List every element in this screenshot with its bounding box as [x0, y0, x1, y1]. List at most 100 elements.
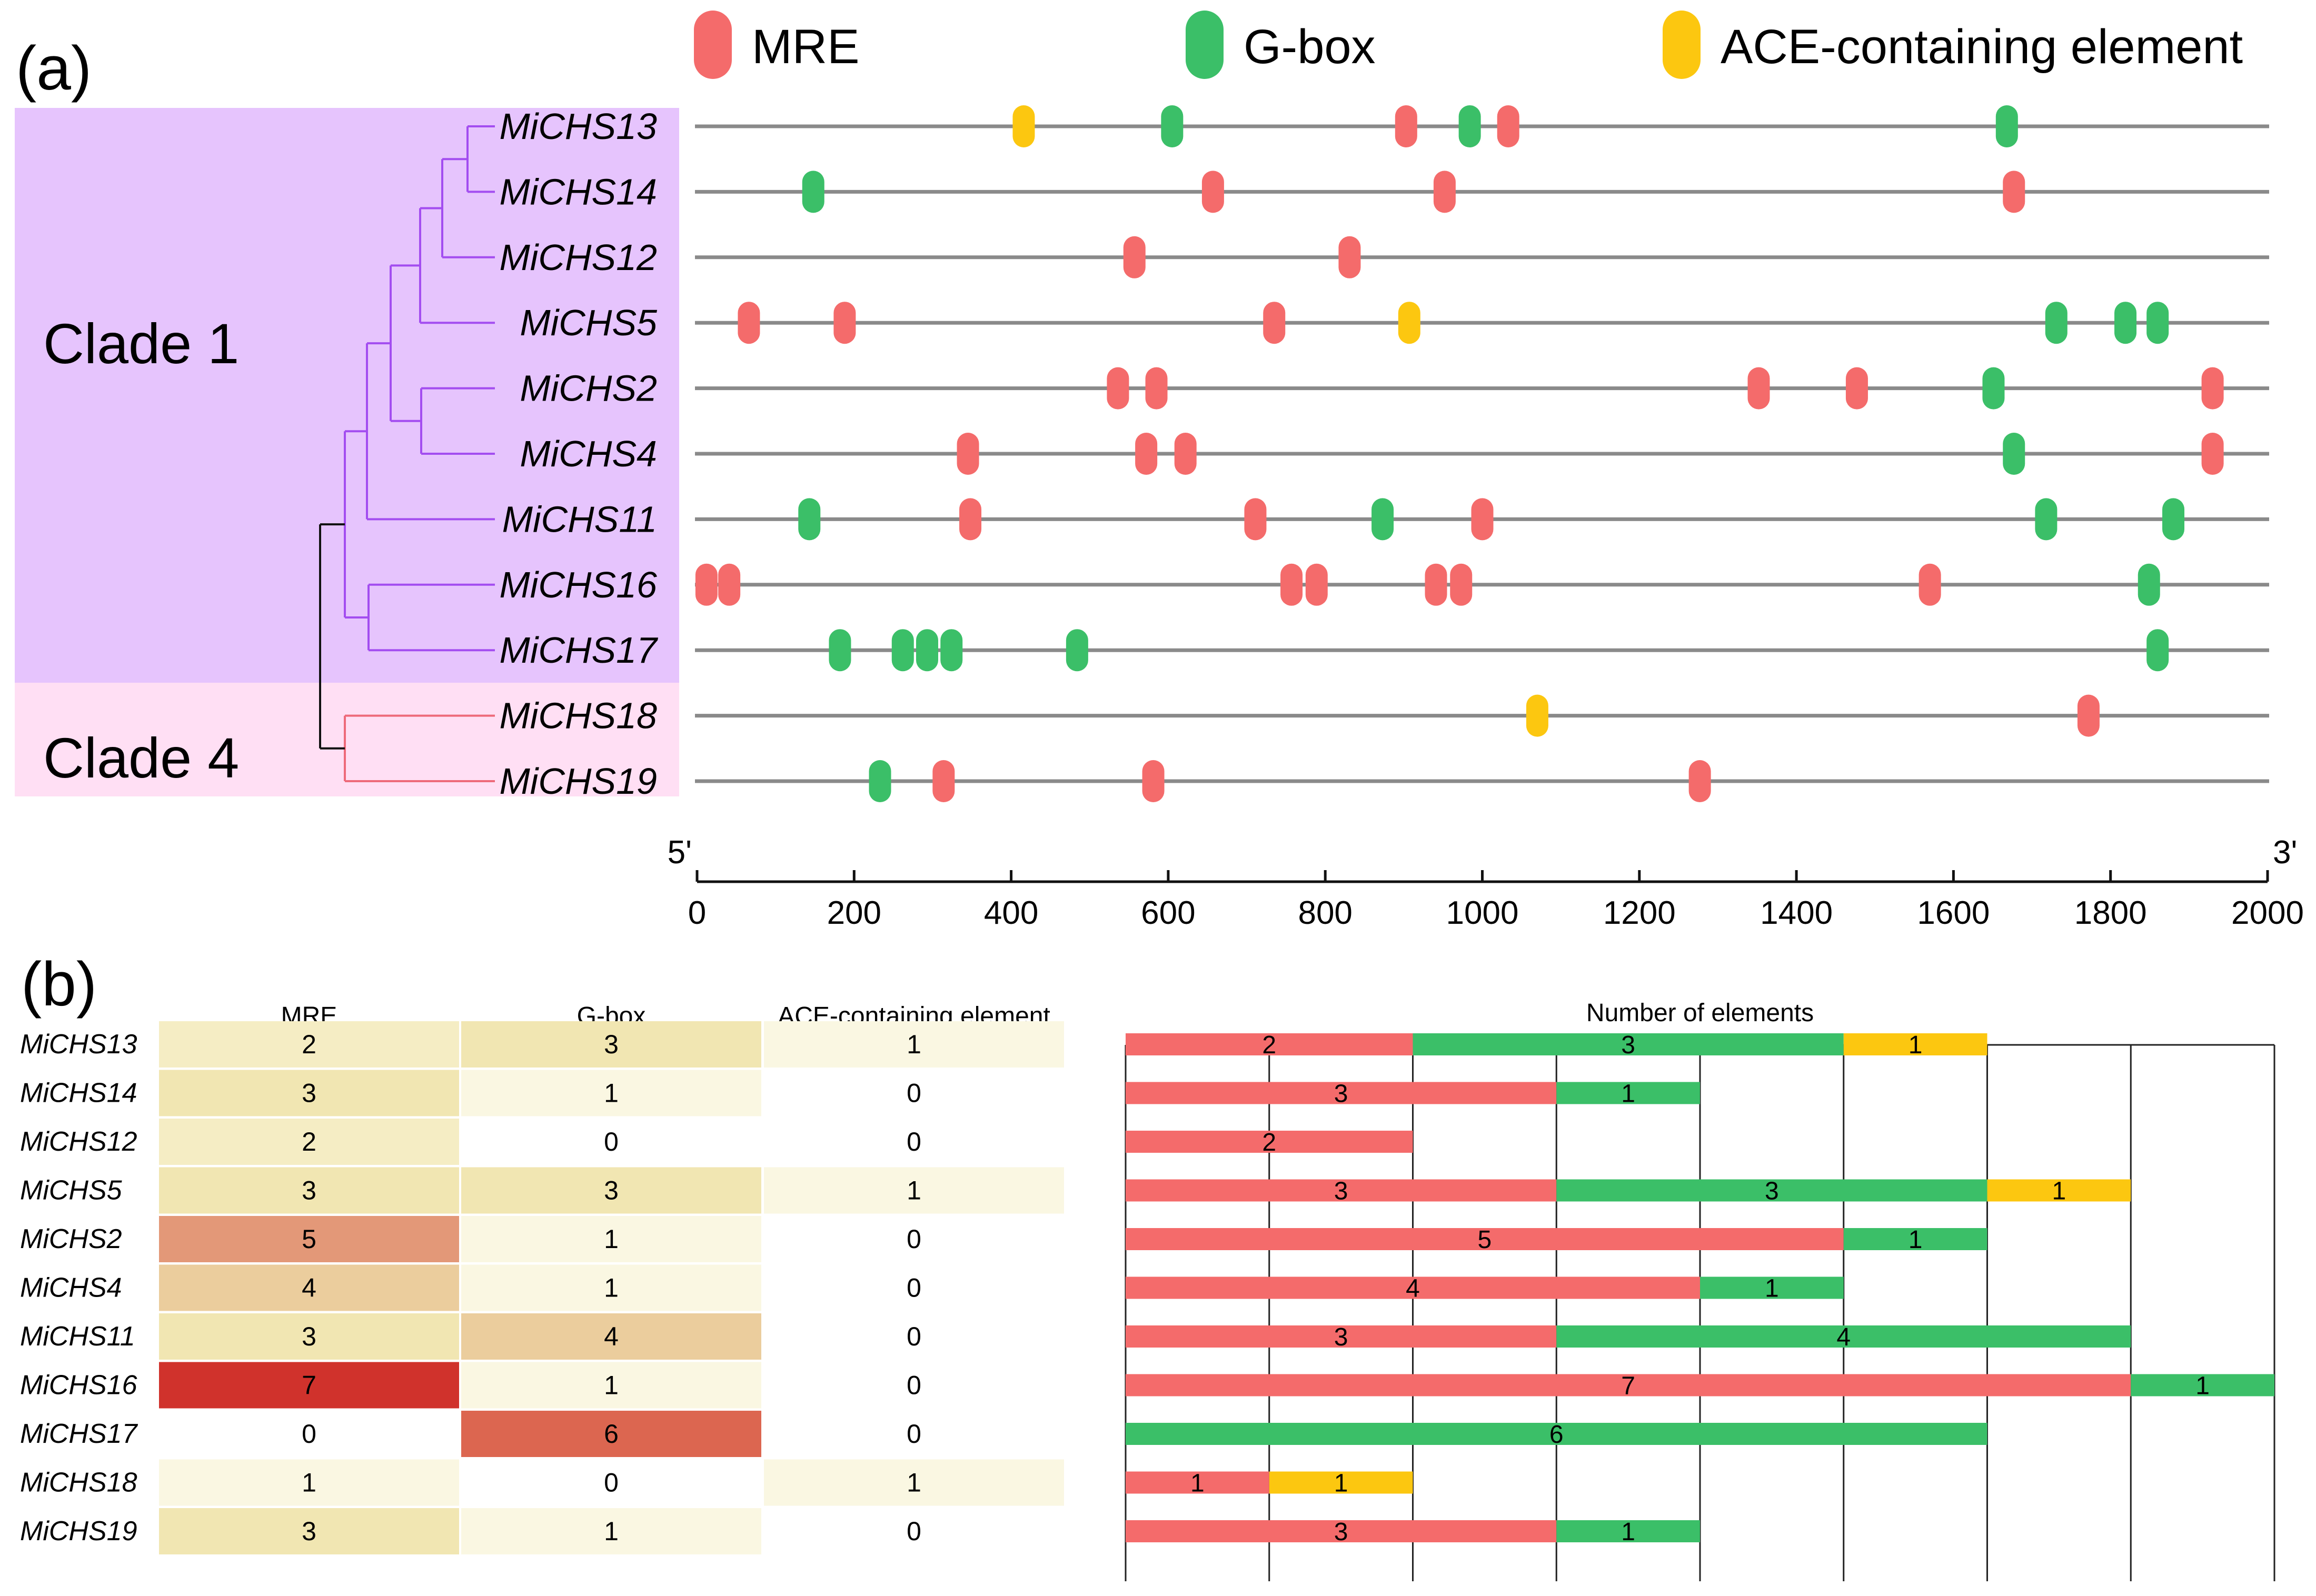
element-mre-michs14-3	[2003, 171, 2025, 213]
element-g-box-michs14-0	[802, 171, 824, 213]
bar-michs13-mre	[1126, 1033, 1413, 1055]
element-g-box-michs17-4	[1066, 629, 1088, 672]
bar-label-michs17-g-box: 6	[1549, 1421, 1564, 1449]
heatmap-row-label-michs2: MiCHS2	[20, 1224, 122, 1254]
bar-michs17-g-box	[1126, 1423, 1987, 1445]
heatmap-cell-michs18-ace-containing-element	[764, 1459, 1064, 1506]
promoter-tracks	[695, 105, 2269, 802]
heatmap-value-michs5-ace-containing-element: 1	[907, 1176, 921, 1205]
element-mre-michs12-0	[1123, 236, 1146, 278]
bar-label-michs13-ace-containing-element: 1	[1909, 1031, 1923, 1059]
element-mre-michs16-1	[718, 563, 741, 606]
gene-label-michs13: MiCHS13	[499, 106, 657, 147]
heatmap-value-michs2-ace-containing-element: 0	[907, 1224, 921, 1254]
legend-label-ace-containing-element: ACE-containing element	[1721, 20, 2243, 74]
heatmap-cell-michs16-mre	[159, 1362, 459, 1409]
element-g-box-michs17-1	[891, 629, 914, 672]
gene-label-michs5: MiCHS5	[520, 302, 658, 343]
axis-start-label: 5'	[668, 834, 692, 871]
heatmap-row-label-michs11: MiCHS11	[20, 1321, 135, 1352]
axis-tick-label-2000: 2000	[2231, 895, 2304, 931]
panel-b-label: (b)	[21, 950, 97, 1019]
element-g-box-michs17-0	[829, 629, 851, 672]
element-mre-michs19-1	[932, 760, 955, 802]
heatmap-value-michs4-mre: 4	[302, 1273, 316, 1303]
phylogenetic-tree	[319, 125, 495, 782]
heatmap-value-michs18-g-box: 0	[604, 1468, 619, 1498]
element-g-box-michs4-3	[2003, 433, 2025, 475]
heatmap-value-michs19-mre: 3	[302, 1517, 316, 1546]
heatmap-row-label-michs14: MiCHS14	[20, 1078, 137, 1109]
axis-tick-label-200: 200	[827, 895, 881, 931]
heatmap-cell-michs13-ace-containing-element	[764, 1021, 1064, 1068]
element-mre-michs5-2	[1263, 302, 1286, 344]
heatmap-value-michs14-ace-containing-element: 0	[907, 1079, 921, 1108]
element-mre-michs2-2	[1747, 367, 1770, 410]
heatmap-cell-michs16-ace-containing-element	[764, 1362, 1064, 1409]
element-g-box-michs16-7	[2138, 563, 2160, 606]
legend-swatch-g-box	[1186, 11, 1224, 79]
heatmap-value-michs18-mre: 1	[302, 1468, 316, 1498]
bar-michs5-mre	[1126, 1179, 1557, 1202]
legend-swatch-ace-containing-element	[1663, 11, 1701, 79]
axis-tick-label-1600: 1600	[1917, 895, 1990, 931]
bar-label-michs2-g-box: 1	[1909, 1226, 1923, 1254]
gene-label-michs11: MiCHS11	[502, 498, 657, 540]
heatmap-value-michs11-mre: 3	[302, 1322, 316, 1351]
element-mre-michs14-2	[1433, 171, 1456, 213]
element-g-box-michs13-5	[1995, 105, 2018, 147]
gene-label-michs14: MiCHS14	[499, 171, 657, 212]
clade-1-label: Clade 1	[43, 312, 239, 375]
heatmap-cell-michs17-g-box	[461, 1411, 761, 1457]
heatmap-cell-michs2-ace-containing-element	[764, 1216, 1064, 1262]
element-mre-michs11-4	[1471, 498, 1494, 541]
element-g-box-michs5-6	[2146, 302, 2169, 344]
heatmap-value-michs2-g-box: 1	[604, 1224, 619, 1254]
gene-label-michs12: MiCHS12	[499, 237, 657, 278]
heatmap-value-michs16-mre: 7	[302, 1371, 316, 1400]
element-ace-containing-element-michs5-3	[1398, 302, 1420, 344]
bar-michs4-mre	[1126, 1276, 1700, 1299]
element-mre-michs4-2	[1174, 433, 1197, 475]
clade-4-background	[15, 683, 679, 796]
heatmap-value-michs14-g-box: 1	[604, 1079, 619, 1108]
element-g-box-michs17-5	[2146, 629, 2169, 672]
bar-label-michs2-mre: 5	[1478, 1226, 1492, 1254]
heatmap-row-label-michs19: MiCHS19	[20, 1516, 137, 1547]
bar-michs12-mre	[1126, 1131, 1413, 1153]
legend-label-mre: MRE	[752, 20, 859, 74]
clade-backgrounds: Clade 1 Clade 4	[15, 108, 679, 796]
element-g-box-michs11-0	[798, 498, 821, 541]
heatmap-cell-michs11-mre	[159, 1313, 459, 1360]
bar-michs5-ace-containing-element	[1987, 1179, 2131, 1202]
gene-labels: MiCHS13 MiCHS14 MiCHS12 MiCHS5 MiCHS2 MiCHS4 M…	[499, 106, 659, 802]
element-mre-michs16-2	[1280, 563, 1303, 606]
heatmap-cell-michs5-mre	[159, 1167, 459, 1214]
gene-label-michs16: MiCHS16	[499, 564, 657, 605]
element-ace-containing-element-michs18-0	[1526, 694, 1548, 737]
axis-tick-label-400: 400	[984, 895, 1038, 931]
heatmap-value-michs16-g-box: 1	[604, 1371, 619, 1400]
bar-michs18-ace-containing-element	[1269, 1471, 1413, 1494]
heatmap-cell-michs11-g-box	[461, 1313, 761, 1360]
bar-michs2-g-box	[1843, 1228, 1987, 1250]
heatmap-value-michs12-g-box: 0	[604, 1127, 619, 1156]
heatmap-cell-michs4-g-box	[461, 1264, 761, 1311]
heatmap-cell-michs14-mre	[159, 1070, 459, 1116]
heatmap-cell-michs13-g-box	[461, 1021, 761, 1068]
legend-label-g-box: G-box	[1244, 20, 1376, 74]
legend: MRE G-box ACE-containing element	[694, 11, 2243, 79]
position-axis: 0 200 400 600 800 1000 1200 1400 1600 1800 2000 5' 3…	[668, 834, 2304, 931]
element-g-box-michs13-1	[1161, 105, 1184, 147]
bar-michs13-ace-containing-element	[1843, 1033, 1987, 1055]
bar-michs11-g-box	[1556, 1325, 2131, 1348]
heatmap-cell-michs2-mre	[159, 1216, 459, 1262]
heatmap-cell-michs14-g-box	[461, 1070, 761, 1116]
element-mre-michs16-0	[695, 563, 718, 606]
heatmap-cell-michs12-g-box	[461, 1119, 761, 1165]
bar-michs2-mre	[1126, 1228, 1844, 1250]
bar-michs16-g-box	[2131, 1374, 2274, 1396]
